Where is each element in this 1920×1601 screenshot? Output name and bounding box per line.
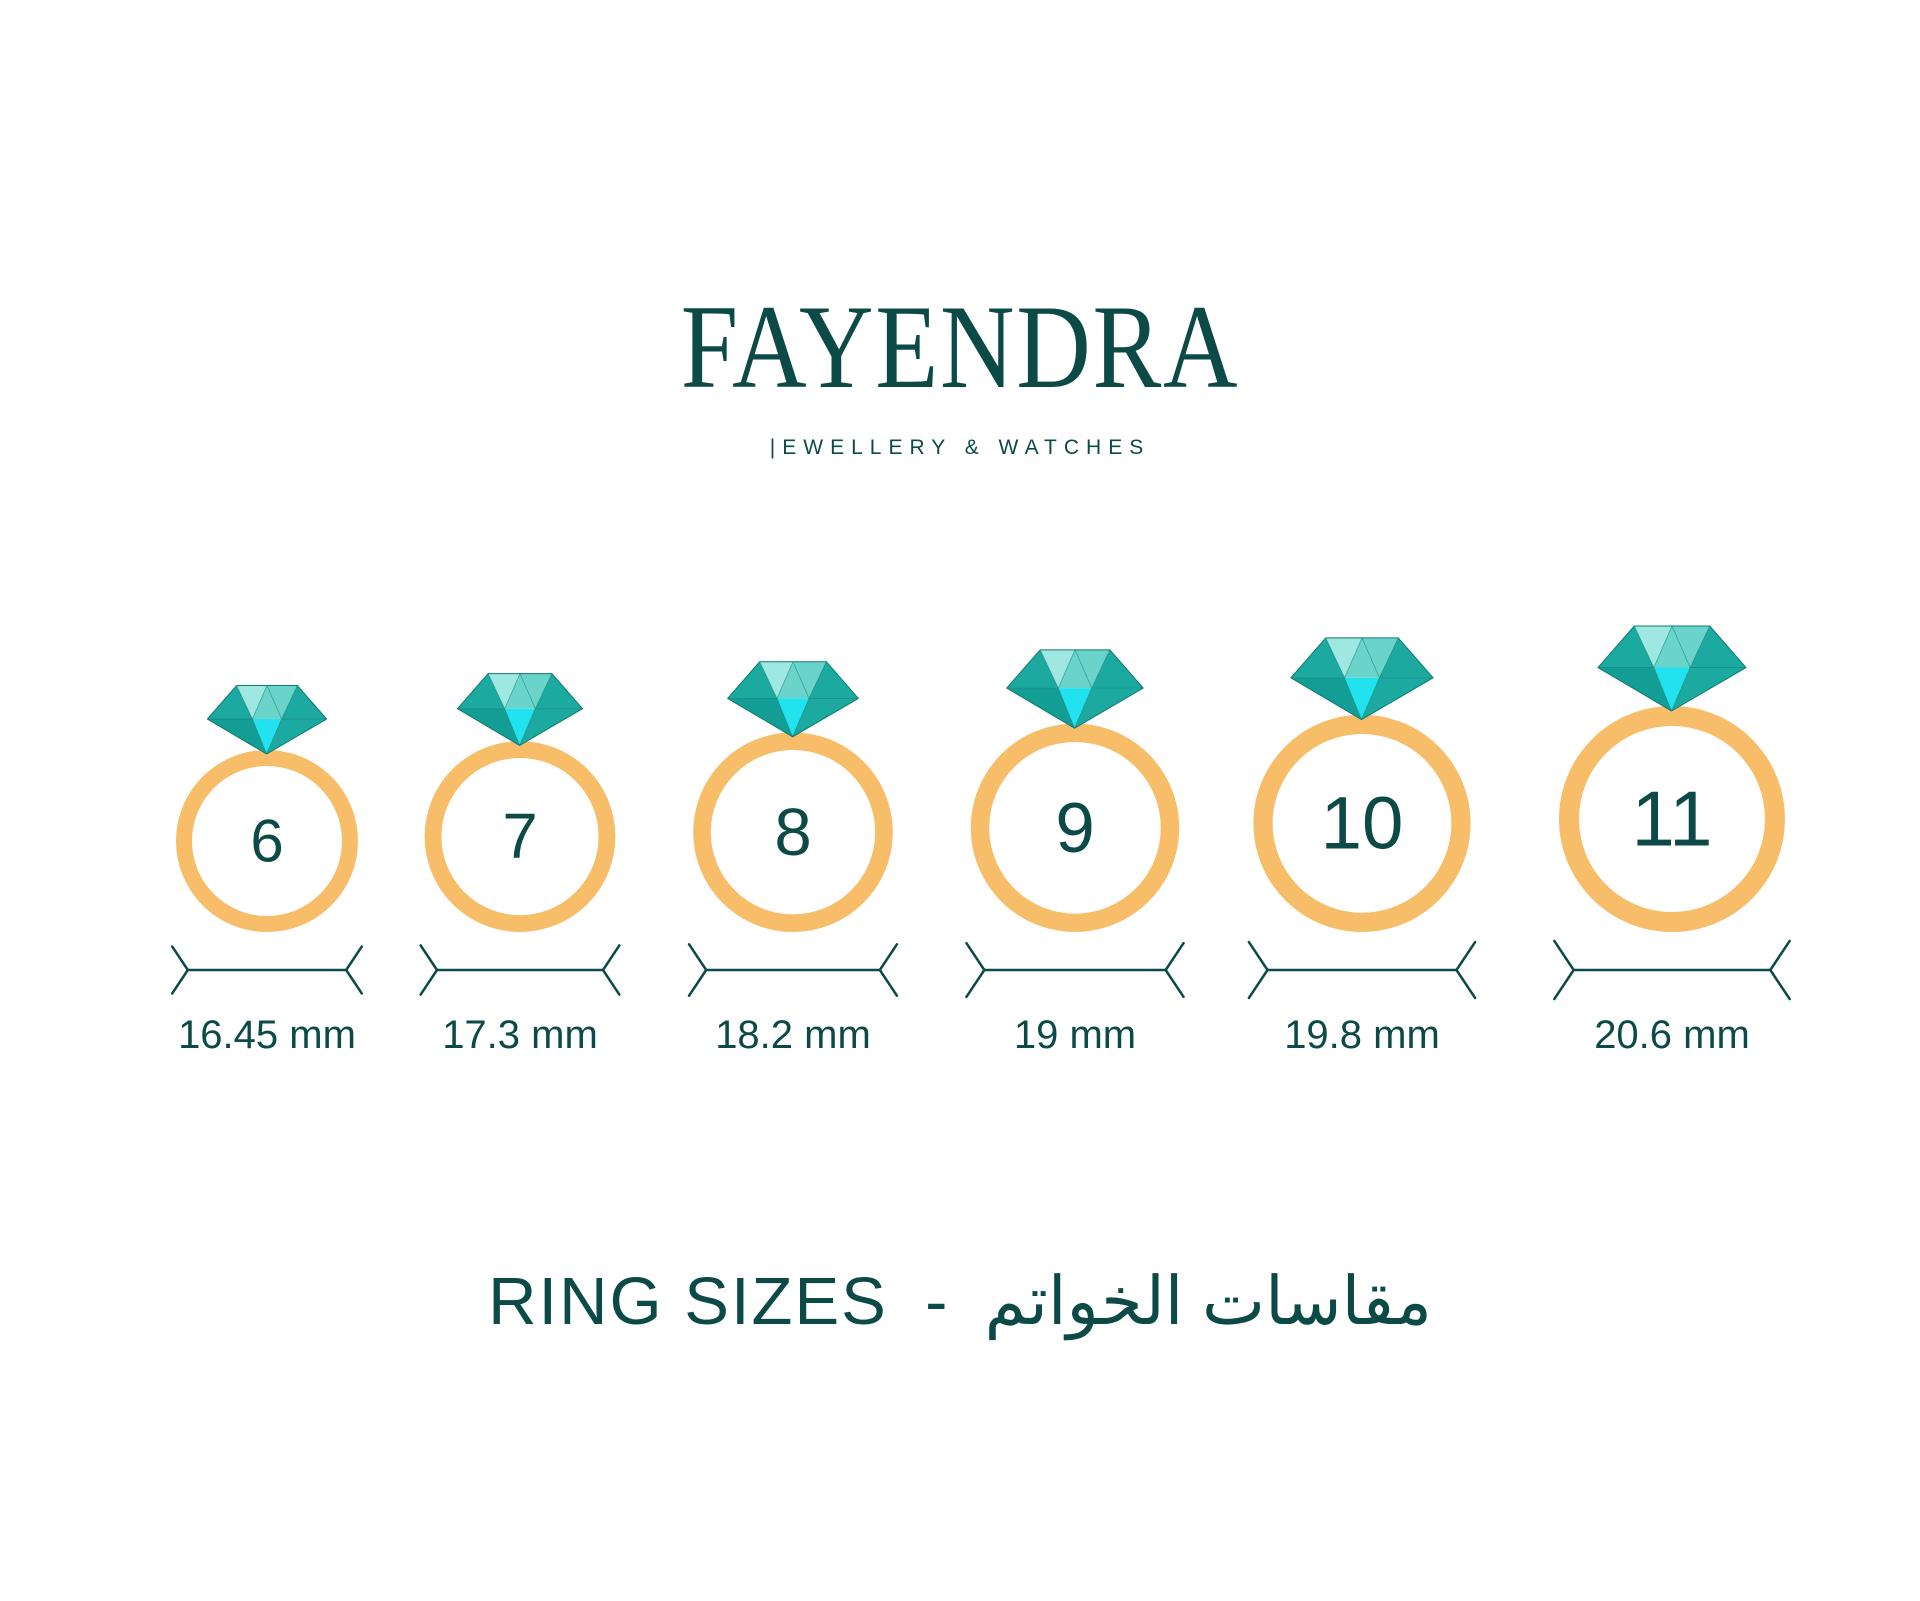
svg-text:9: 9 — [1055, 789, 1094, 868]
svg-text:7: 7 — [502, 801, 537, 872]
svg-text:8: 8 — [774, 795, 811, 870]
svg-text:10: 10 — [1321, 782, 1404, 865]
svg-text:6: 6 — [250, 807, 283, 874]
svg-text:11: 11 — [1632, 775, 1713, 863]
